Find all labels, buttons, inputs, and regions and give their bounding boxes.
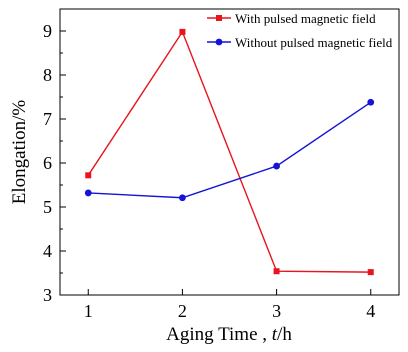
plot-frame xyxy=(59,8,400,296)
data-point-with xyxy=(367,269,374,276)
x-axis-ticks: 1 2 3 4 xyxy=(84,289,375,321)
x-axis-title-main: Aging Time , xyxy=(166,324,272,345)
data-point-with xyxy=(179,28,186,35)
legend-label-without: Without pulsed magnetic field xyxy=(235,35,393,50)
y-tick-label: 5 xyxy=(43,197,52,217)
series-line-with xyxy=(87,30,371,273)
y-tick-label: 9 xyxy=(43,21,52,41)
y-tick-label: 8 xyxy=(43,65,52,85)
data-point-with xyxy=(273,268,280,275)
data-point-without xyxy=(273,162,280,170)
legend-marker-with xyxy=(216,15,222,21)
legend: With pulsed magnetic field Without pulse… xyxy=(207,11,393,50)
data-point-without xyxy=(84,189,92,197)
y-axis-title: Elongation/% xyxy=(9,100,30,205)
y-tick-label: 3 xyxy=(43,285,52,305)
x-axis-title-var: t xyxy=(272,324,278,345)
x-axis-title: Aging Time , t/h xyxy=(166,324,292,345)
y-axis-ticks: 3 4 5 6 7 8 9 xyxy=(43,21,66,305)
y-tick-label: 4 xyxy=(43,241,52,261)
data-point-without xyxy=(179,194,186,202)
legend-marker-without xyxy=(215,38,223,46)
data-point-without xyxy=(367,98,375,106)
x-tick-label: 4 xyxy=(366,301,375,321)
series-line-without xyxy=(88,101,372,199)
x-tick-label: 3 xyxy=(272,301,281,321)
x-axis-title-unit: /h xyxy=(277,324,292,345)
x-tick-label: 1 xyxy=(84,301,93,321)
y-tick-label: 6 xyxy=(43,153,52,173)
y-tick-label: 7 xyxy=(43,109,52,129)
legend-label-with: With pulsed magnetic field xyxy=(235,11,376,26)
x-tick-label: 2 xyxy=(178,301,187,321)
series-layer xyxy=(84,28,375,276)
data-point-with xyxy=(85,172,92,179)
